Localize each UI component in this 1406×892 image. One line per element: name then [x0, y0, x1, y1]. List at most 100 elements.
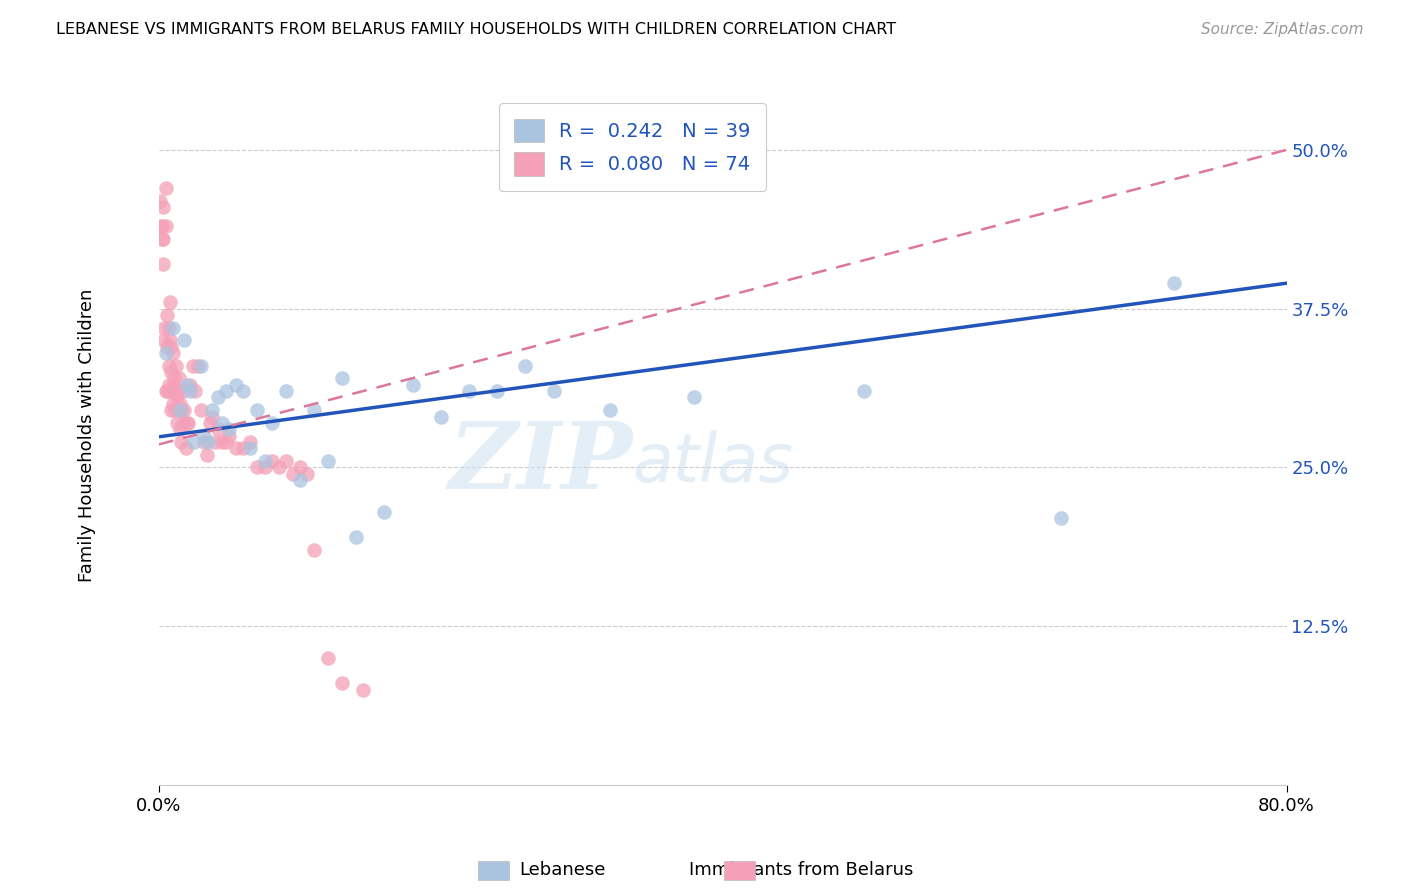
Point: [181, 359, 204, 373]
Point: [187, 359, 209, 373]
Text: Source: ZipAtlas.com: Source: ZipAtlas.com: [1201, 22, 1364, 37]
Point: [225, 442, 247, 456]
Point: [160, 403, 183, 417]
Point: [150, 232, 173, 246]
Point: [330, 371, 353, 385]
Point: [177, 416, 200, 430]
Point: [184, 384, 207, 398]
Point: [239, 442, 262, 456]
Point: [160, 340, 183, 354]
Point: [429, 409, 451, 424]
Point: [169, 422, 191, 436]
Point: [152, 232, 174, 246]
Point: [172, 416, 194, 430]
Point: [232, 442, 254, 456]
Legend: R =  0.242   N = 39, R =  0.080   N = 74: R = 0.242 N = 39, R = 0.080 N = 74: [499, 103, 766, 192]
Point: [183, 434, 205, 449]
Point: [157, 320, 180, 334]
Point: [246, 460, 269, 475]
Point: [157, 359, 180, 373]
Point: [170, 403, 193, 417]
Point: [176, 416, 198, 430]
Point: [156, 384, 179, 398]
Point: [260, 416, 283, 430]
Point: [160, 365, 183, 379]
Point: [344, 530, 367, 544]
Point: [152, 257, 174, 271]
Point: [193, 428, 215, 442]
Point: [215, 434, 238, 449]
Point: [155, 219, 177, 233]
Point: [201, 403, 224, 417]
Point: [190, 403, 212, 417]
Point: [543, 384, 565, 398]
Point: [211, 434, 233, 449]
Point: [352, 682, 374, 697]
Point: [239, 434, 262, 449]
Point: [232, 384, 254, 398]
Point: [218, 422, 240, 436]
Point: [207, 391, 229, 405]
Point: [515, 359, 537, 373]
Text: LEBANESE VS IMMIGRANTS FROM BELARUS FAMILY HOUSEHOLDS WITH CHILDREN CORRELATION : LEBANESE VS IMMIGRANTS FROM BELARUS FAMI…: [56, 22, 897, 37]
Point: [170, 434, 193, 449]
Point: [218, 428, 240, 442]
Y-axis label: Family Households with Children: Family Households with Children: [79, 289, 96, 582]
Point: [225, 377, 247, 392]
Point: [683, 391, 706, 405]
Point: [156, 340, 179, 354]
Point: [163, 371, 186, 385]
Point: [179, 377, 201, 392]
Point: [159, 384, 181, 398]
Point: [155, 384, 177, 398]
Point: [190, 359, 212, 373]
Point: [165, 359, 187, 373]
Point: [165, 384, 187, 398]
Point: [173, 403, 195, 417]
Point: [163, 403, 186, 417]
Point: [458, 384, 481, 398]
Point: [149, 194, 172, 208]
Point: [330, 676, 353, 690]
Point: [155, 181, 177, 195]
Point: [150, 219, 173, 233]
Point: [274, 384, 297, 398]
Point: [207, 422, 229, 436]
Point: [302, 403, 325, 417]
Point: [260, 454, 283, 468]
Point: [152, 200, 174, 214]
Text: ZIP: ZIP: [449, 418, 633, 508]
Point: [153, 320, 176, 334]
Point: [157, 377, 180, 392]
Point: [281, 467, 304, 481]
Point: [401, 377, 423, 392]
Point: [162, 320, 184, 334]
Point: [253, 454, 276, 468]
Text: atlas: atlas: [633, 431, 793, 497]
Point: [176, 377, 198, 392]
Text: Immigrants from Belarus: Immigrants from Belarus: [689, 861, 914, 879]
Point: [288, 473, 311, 487]
Point: [167, 371, 190, 385]
Point: [204, 434, 226, 449]
Point: [373, 505, 395, 519]
Point: [162, 397, 184, 411]
Point: [193, 434, 215, 449]
Point: [162, 377, 184, 392]
Point: [173, 334, 195, 348]
Point: [155, 346, 177, 360]
Point: [159, 334, 181, 348]
Point: [295, 467, 318, 481]
Point: [1163, 276, 1185, 290]
Point: [149, 219, 172, 233]
Point: [198, 416, 221, 430]
Point: [159, 295, 181, 310]
Point: [316, 454, 339, 468]
Text: Lebanese: Lebanese: [519, 861, 606, 879]
Point: [1050, 511, 1073, 525]
Point: [162, 346, 184, 360]
Point: [486, 384, 509, 398]
Point: [316, 650, 339, 665]
Point: [274, 454, 297, 468]
Point: [172, 384, 194, 398]
